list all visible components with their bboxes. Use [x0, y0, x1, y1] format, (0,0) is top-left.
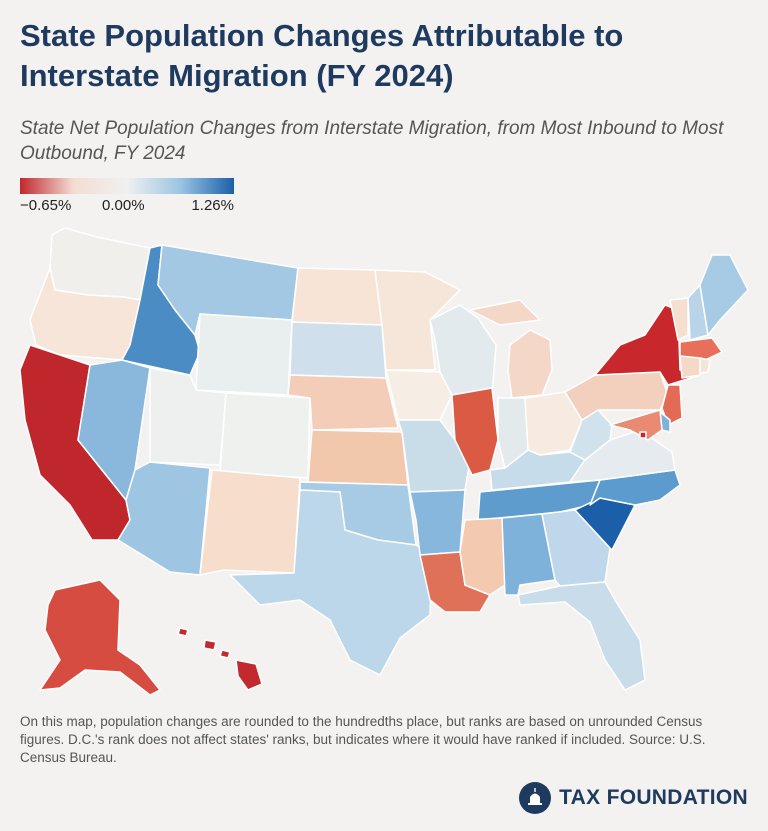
state-ME: [699, 254, 749, 336]
map-title: State Population Changes Attributable to…: [20, 18, 624, 93]
state-WA: [49, 227, 151, 301]
state-MA: [679, 337, 723, 361]
capitol-dome-icon: [519, 782, 552, 814]
state-VT: [669, 297, 689, 341]
legend-labels: −0.65% 0.00% 1.26%: [20, 197, 234, 217]
map-subtitle: State Net Population Changes from Inters…: [20, 118, 724, 164]
brand-name: TAX FOUNDATION: [559, 786, 748, 809]
state-KS: [307, 429, 409, 486]
legend-max-label: 1.26%: [191, 197, 234, 214]
state-MS: [459, 517, 506, 596]
state-AZ: [117, 461, 211, 576]
state-AR: [409, 489, 466, 556]
legend-gradient-bar: [20, 178, 234, 194]
state-TX: [229, 489, 433, 676]
state-CO: [219, 392, 311, 479]
state-CT: [679, 355, 701, 379]
state-ND: [291, 267, 383, 326]
state-WY: [195, 313, 293, 396]
legend-mid-label: 0.00%: [102, 197, 145, 214]
state-DC: [639, 431, 647, 439]
state-RI: [699, 357, 711, 374]
color-legend: −0.65% 0.00% 1.26%: [20, 178, 234, 217]
state-AK: [39, 579, 161, 696]
state-NJ: [661, 384, 683, 426]
state-MD: [609, 409, 663, 441]
state-SD: [289, 321, 387, 379]
state-MI: [469, 299, 553, 399]
state-HI: [177, 627, 263, 691]
us-state-map: [19, 227, 749, 696]
state-FL: [517, 581, 646, 691]
legend-min-label: −0.65%: [20, 197, 72, 214]
state-MN: [374, 269, 461, 371]
state-IA: [385, 369, 453, 421]
tax-foundation-logo: TAX FOUNDATION: [519, 780, 748, 816]
footnote: On this map, population changes are roun…: [20, 714, 706, 765]
state-NM: [199, 469, 301, 576]
